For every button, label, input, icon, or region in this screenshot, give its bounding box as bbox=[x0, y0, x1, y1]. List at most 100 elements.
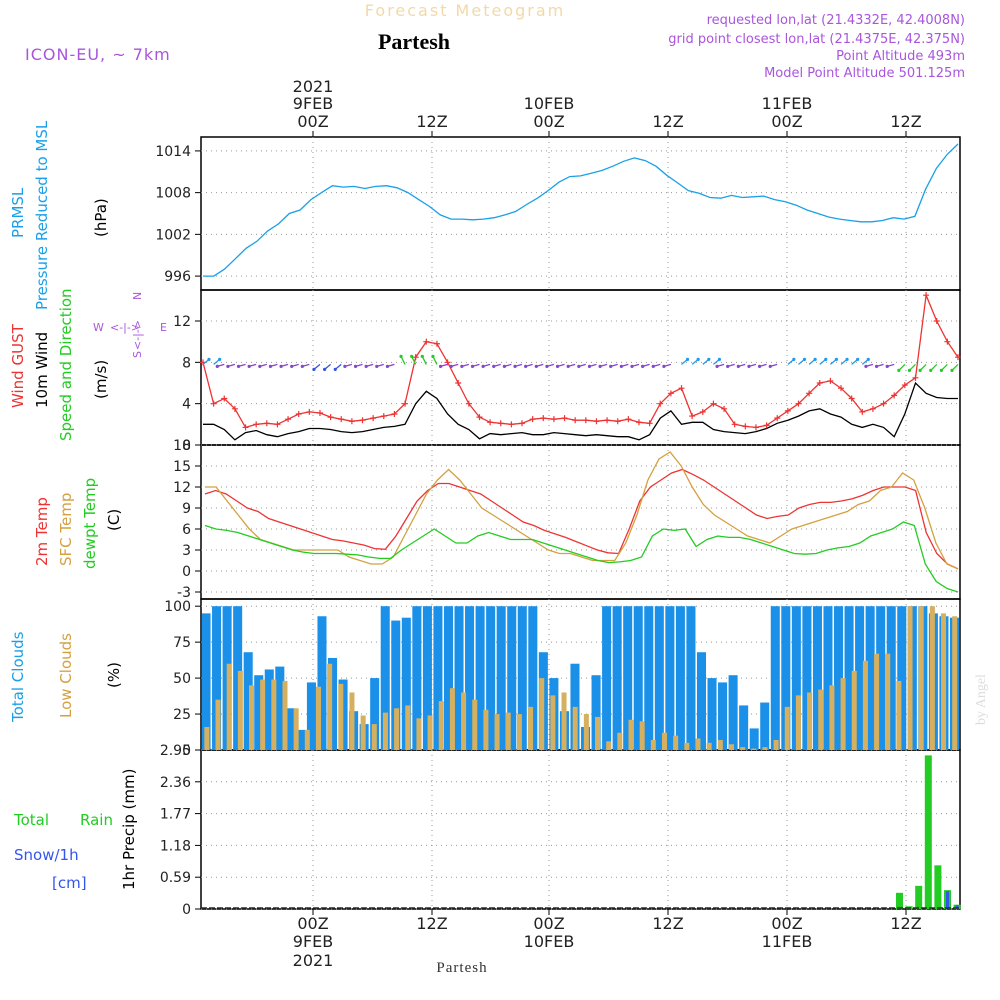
wind-arrow-head bbox=[792, 357, 796, 361]
low-cloud-bar bbox=[472, 699, 478, 750]
label-wind-gust: Wind GUST bbox=[9, 323, 27, 408]
wind-arrow-head bbox=[215, 364, 219, 368]
wind-arrow-head bbox=[343, 364, 347, 368]
total-cloud-bar bbox=[496, 606, 506, 750]
low-cloud-bar bbox=[293, 708, 299, 750]
low-cloud-bar bbox=[706, 742, 712, 750]
low-cloud-bar bbox=[349, 692, 355, 750]
ytick-label-5-4: 2.36 bbox=[160, 775, 191, 791]
label-hpa: (hPa) bbox=[92, 198, 110, 237]
wind-arrow-head bbox=[834, 357, 838, 361]
bottom-day-2: 10FEB bbox=[524, 932, 575, 951]
gust-marker bbox=[955, 354, 961, 361]
wind-arrow-head bbox=[630, 364, 634, 368]
gust-marker bbox=[891, 392, 898, 399]
low-cloud-bar bbox=[528, 706, 534, 750]
low-cloud-bar bbox=[360, 715, 366, 750]
low-cloud-bar bbox=[416, 718, 422, 750]
wind-arrow-head bbox=[587, 364, 592, 368]
gust-marker bbox=[231, 405, 238, 412]
panel-frame-3 bbox=[200, 444, 961, 600]
low-cloud-bar bbox=[382, 712, 388, 750]
total-cloud-bar bbox=[886, 606, 896, 750]
temp-2m-line bbox=[204, 468, 959, 570]
wind-arrow-head bbox=[856, 357, 860, 361]
wind-arrow-head bbox=[885, 364, 889, 368]
gust-marker bbox=[444, 359, 451, 366]
top-hour-4: 12Z bbox=[652, 112, 683, 131]
gust-marker bbox=[242, 424, 249, 431]
total-cloud-bar bbox=[380, 606, 390, 750]
low-cloud-bar bbox=[505, 712, 511, 750]
wind-arrow-head bbox=[717, 357, 722, 361]
total-cloud-bar bbox=[254, 675, 264, 750]
total-cloud-bar bbox=[707, 678, 717, 750]
gust-marker bbox=[901, 382, 908, 389]
total-cloud-bar bbox=[475, 606, 485, 750]
watermark: by Angel bbox=[974, 674, 989, 725]
compass-arrows-h: <-|-> bbox=[110, 321, 140, 334]
wind-arrow-head bbox=[218, 357, 222, 361]
wind-arrow-head bbox=[470, 364, 475, 368]
wind-arrow-head bbox=[768, 364, 772, 368]
snow-bar bbox=[946, 891, 949, 909]
low-cloud-bar bbox=[628, 719, 634, 750]
low-cloud-bar bbox=[695, 738, 701, 750]
total-cloud-bar bbox=[612, 606, 622, 750]
total-cloud-bar bbox=[285, 708, 295, 750]
wind-arrow-head bbox=[247, 364, 251, 368]
low-cloud-bar bbox=[282, 680, 288, 750]
gust-marker bbox=[391, 411, 398, 417]
gust-marker bbox=[274, 421, 281, 428]
total-cloud-bar bbox=[422, 606, 432, 750]
wind-arrow-head bbox=[897, 368, 901, 372]
ytick-label-5-0: 0 bbox=[182, 902, 191, 918]
wind-arrow-head bbox=[707, 357, 711, 361]
ytick-label-1-2: 1008 bbox=[155, 186, 191, 202]
wind-arrow-head bbox=[609, 364, 613, 368]
gust-marker bbox=[859, 408, 866, 415]
low-cloud-bar bbox=[583, 714, 589, 750]
wind-arrow-head bbox=[226, 364, 230, 368]
total-cloud-bar bbox=[370, 678, 380, 750]
total-cloud-bar bbox=[602, 606, 612, 750]
total-cloud-bar bbox=[212, 606, 222, 750]
gust-marker bbox=[497, 420, 504, 427]
total-cloud-bar bbox=[876, 606, 886, 750]
low-cloud-bar bbox=[829, 685, 835, 750]
bottom-hour-3: 00Z bbox=[533, 914, 564, 933]
low-cloud-bar bbox=[304, 729, 310, 750]
gust-marker bbox=[359, 417, 366, 424]
wind-arrow-head bbox=[534, 364, 538, 368]
ytick-label-3-1: 0 bbox=[182, 564, 191, 580]
wind-arrow-head bbox=[438, 364, 443, 368]
wind-arrow-head bbox=[939, 368, 943, 372]
gust-marker bbox=[678, 385, 685, 392]
low-cloud-bar bbox=[673, 735, 679, 750]
ytick-label-3-4: 9 bbox=[182, 501, 191, 517]
bottom-hour-6: 12Z bbox=[890, 914, 921, 933]
low-cloud-bar bbox=[327, 663, 333, 750]
low-cloud-bar bbox=[784, 706, 790, 750]
top-day-1: 9FEB bbox=[293, 94, 333, 113]
total-cloud-bar bbox=[665, 606, 675, 750]
gust-marker bbox=[838, 385, 845, 392]
wind-arrow-head bbox=[641, 364, 645, 368]
total-cloud-bar bbox=[696, 652, 706, 750]
wind-arrow-head bbox=[866, 357, 870, 361]
gust-marker bbox=[721, 405, 728, 412]
wind-arrow-head bbox=[268, 364, 273, 368]
wind-arrow-head bbox=[685, 357, 690, 361]
low-cloud-bar bbox=[818, 689, 824, 750]
low-cloud-bar bbox=[862, 660, 868, 750]
gust-marker bbox=[412, 354, 419, 361]
bottom-year: 2021 bbox=[293, 951, 334, 970]
low-cloud-bar bbox=[896, 680, 902, 750]
wind-arrow-head bbox=[802, 357, 807, 361]
ytick-label-3-2: 3 bbox=[182, 543, 191, 559]
low-cloud-bar bbox=[650, 739, 656, 750]
low-cloud-bar bbox=[684, 742, 690, 750]
total-cloud-bar bbox=[591, 675, 601, 750]
top-year: 2021 bbox=[293, 77, 334, 96]
wind-arrow-head bbox=[431, 354, 435, 358]
